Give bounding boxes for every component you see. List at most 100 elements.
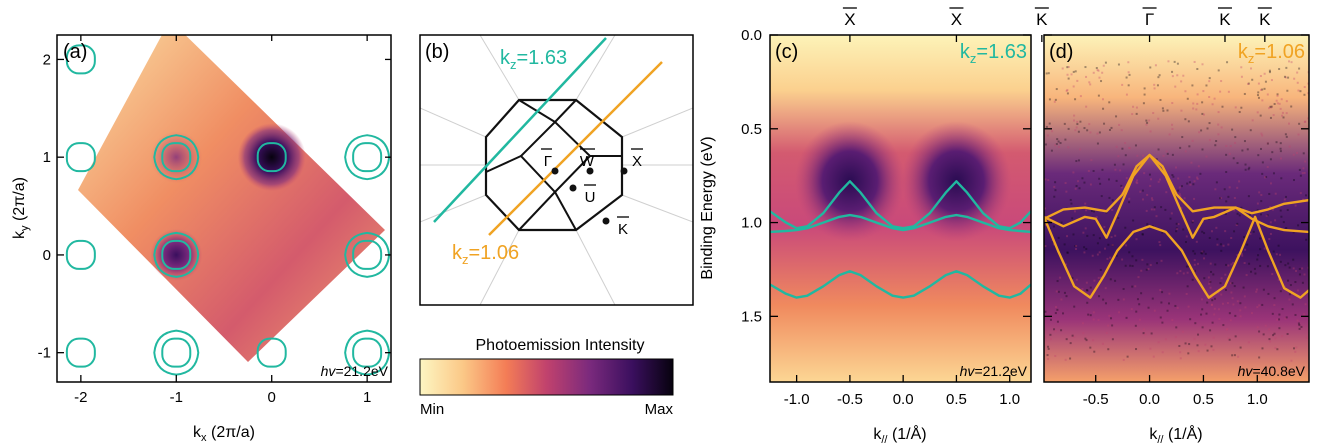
noise-pixel — [1263, 87, 1266, 90]
noise-pixel — [1238, 111, 1241, 114]
noise-pixel — [1284, 264, 1287, 267]
noise-pixel — [1060, 329, 1063, 332]
noise-pixel — [1277, 244, 1280, 247]
noise-pixel — [1220, 249, 1223, 252]
noise-pixel — [1067, 66, 1070, 69]
noise-pixel — [1247, 82, 1250, 85]
noise-pixel — [1266, 214, 1269, 217]
noise-pixel — [1288, 266, 1291, 269]
noise-pixel — [1120, 184, 1123, 187]
noise-pixel — [1274, 346, 1277, 349]
noise-pixel — [1071, 217, 1074, 220]
noise-pixel — [1084, 202, 1087, 205]
noise-pixel — [1290, 105, 1293, 108]
noise-pixel — [1281, 335, 1284, 338]
noise-pixel — [1125, 244, 1128, 247]
noise-pixel — [1193, 263, 1196, 266]
noise-pixel — [1268, 71, 1271, 74]
noise-pixel — [1064, 138, 1067, 141]
noise-pixel — [1098, 251, 1101, 254]
noise-pixel — [1077, 159, 1080, 162]
noise-pixel — [1088, 81, 1091, 84]
noise-pixel — [1243, 262, 1246, 265]
noise-pixel — [1193, 180, 1196, 183]
noise-pixel — [1100, 80, 1103, 83]
noise-pixel — [1171, 174, 1174, 177]
noise-pixel — [1268, 238, 1271, 241]
noise-pixel — [1279, 147, 1282, 150]
noise-pixel — [1117, 155, 1120, 158]
noise-pixel — [1055, 88, 1058, 91]
noise-pixel — [1055, 306, 1058, 309]
noise-pixel — [1234, 136, 1237, 139]
noise-pixel — [1134, 285, 1137, 288]
noise-pixel — [1279, 209, 1282, 212]
noise-pixel — [1177, 177, 1180, 180]
y-tick-label: 0.0 — [741, 27, 762, 44]
noise-pixel — [1120, 129, 1123, 132]
panel-d-photon-energy: hv=40.8eV — [1238, 363, 1306, 379]
noise-pixel — [1165, 191, 1168, 194]
noise-pixel — [1047, 358, 1050, 361]
noise-pixel — [1102, 64, 1105, 67]
noise-pixel — [1083, 246, 1086, 249]
noise-pixel — [1261, 303, 1264, 306]
noise-pixel — [1111, 324, 1114, 327]
noise-pixel — [1135, 259, 1138, 262]
noise-pixel — [1070, 73, 1073, 76]
panel-c-photon-energy: hv=21.2eV — [960, 363, 1028, 379]
noise-pixel — [1103, 122, 1106, 125]
panel-c-ylabel: Binding Energy (eV) — [699, 136, 716, 279]
noise-pixel — [1185, 235, 1188, 238]
noise-pixel — [1175, 230, 1178, 233]
k-label: K — [618, 221, 628, 238]
noise-pixel — [1276, 318, 1279, 321]
noise-pixel — [1202, 113, 1205, 116]
noise-pixel — [1304, 303, 1307, 306]
noise-pixel — [1201, 250, 1204, 253]
noise-pixel — [1280, 215, 1283, 218]
noise-pixel — [1084, 227, 1087, 230]
noise-pixel — [1256, 209, 1259, 212]
noise-pixel — [1149, 66, 1152, 69]
noise-pixel — [1184, 342, 1187, 345]
noise-pixel — [1297, 322, 1300, 325]
noise-pixel — [1059, 142, 1062, 145]
x-tick-label: -2 — [74, 389, 87, 406]
panel-c-frame — [769, 34, 1032, 383]
noise-pixel — [1151, 198, 1154, 201]
noise-pixel — [1271, 273, 1274, 276]
noise-pixel — [1091, 254, 1094, 257]
noise-pixel — [1168, 302, 1171, 305]
noise-pixel — [1261, 161, 1264, 164]
panel-b-label: (b) — [425, 41, 449, 63]
noise-pixel — [1297, 133, 1300, 136]
noise-pixel — [1140, 269, 1143, 272]
noise-pixel — [1121, 147, 1124, 150]
y-tick-label: 2 — [43, 51, 51, 68]
noise-pixel — [1293, 77, 1296, 80]
noise-pixel — [1228, 186, 1231, 189]
noise-pixel — [1234, 314, 1237, 317]
noise-pixel — [1220, 80, 1223, 83]
noise-pixel — [1090, 210, 1093, 213]
noise-pixel — [1269, 116, 1272, 119]
noise-pixel — [1131, 255, 1134, 258]
noise-pixel — [1209, 262, 1212, 265]
noise-pixel — [1093, 210, 1096, 213]
noise-pixel — [1107, 324, 1110, 327]
noise-pixel — [1175, 227, 1178, 230]
noise-pixel — [1110, 317, 1113, 320]
noise-pixel — [1097, 69, 1100, 72]
noise-pixel — [1248, 213, 1251, 216]
noise-pixel — [1219, 197, 1222, 200]
noise-pixel — [1273, 102, 1276, 105]
noise-pixel — [1115, 145, 1118, 148]
noise-pixel — [1135, 238, 1138, 241]
noise-pixel — [1092, 339, 1095, 342]
noise-pixel — [1146, 121, 1149, 124]
noise-pixel — [1053, 185, 1056, 188]
noise-pixel — [1098, 295, 1101, 298]
noise-pixel — [1170, 212, 1173, 215]
intensity-maximum — [150, 131, 203, 184]
